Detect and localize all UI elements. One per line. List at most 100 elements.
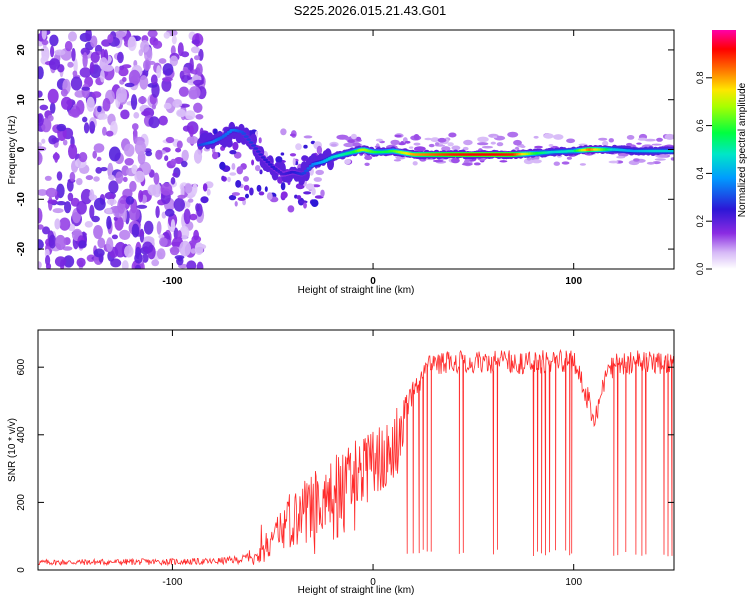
y-tick-label: 600 [16, 358, 27, 375]
noise-blob [499, 160, 508, 163]
noise-blob [82, 116, 88, 123]
noise-blob [106, 198, 117, 206]
noise-blob [62, 246, 73, 251]
noise-blob [189, 213, 198, 221]
noise-blob [80, 188, 93, 205]
x-tick-label: 0 [370, 577, 376, 588]
noise-blob [473, 162, 481, 166]
noise-blob [404, 140, 411, 144]
noise-blob [38, 146, 47, 152]
noise-blob [256, 184, 262, 192]
noise-blob [158, 115, 168, 126]
noise-blob [156, 248, 166, 260]
noise-blob [280, 191, 288, 199]
figure-title: S225.2026.015.21.43.G01 [294, 3, 447, 18]
noise-blob [183, 208, 191, 225]
noise-blob [234, 201, 238, 207]
noise-blob [140, 40, 150, 53]
noise-blob [608, 138, 614, 143]
noise-blob [106, 237, 114, 252]
noise-blob [96, 156, 102, 162]
noise-blob [38, 66, 44, 80]
noise-blob [243, 176, 249, 182]
noise-blob [626, 135, 635, 140]
noise-blob [237, 197, 246, 201]
noise-blob [408, 146, 414, 149]
noise-blob [89, 61, 95, 74]
noise-blob [637, 137, 648, 141]
y-tick-label: 0 [16, 567, 27, 573]
noise-blob [496, 142, 504, 147]
noise-blob [80, 47, 91, 56]
noise-blob [78, 152, 88, 163]
noise-blob [158, 58, 167, 64]
noise-blob [566, 156, 573, 160]
noise-blob [44, 175, 52, 181]
noise-blob [92, 150, 97, 159]
noise-blob [99, 57, 108, 71]
noise-blob [195, 203, 200, 212]
noise-blob [347, 139, 355, 143]
ridge-core [301, 171, 307, 175]
snr-series-line [38, 348, 674, 567]
noise-blob [111, 234, 118, 240]
noise-blob [490, 141, 496, 145]
noise-blob [120, 109, 130, 120]
noise-blob [194, 242, 204, 256]
noise-blob [85, 30, 92, 42]
noise-blob [124, 158, 134, 166]
noise-blob [69, 171, 76, 182]
noise-blob [124, 82, 135, 88]
snr-x-ticks: -100 0 100 [162, 330, 582, 588]
noise-blob [258, 191, 265, 196]
ridge-core [241, 132, 247, 135]
noise-blob [124, 245, 134, 258]
noise-blob [287, 205, 295, 213]
noise-blob [533, 135, 539, 139]
noise-blob [64, 40, 73, 52]
noise-blob [196, 63, 203, 76]
ridge-core [253, 147, 259, 150]
noise-blob [183, 69, 191, 76]
noise-blob [90, 35, 98, 48]
noise-blob [355, 136, 362, 141]
noise-blob [311, 187, 316, 196]
noise-blob [45, 262, 52, 269]
spectrogram-x-axis-label: Height of straight line (km) [298, 285, 415, 296]
noise-blob [448, 132, 457, 138]
noise-blob [451, 145, 461, 151]
noise-blob [70, 76, 83, 91]
noise-blob [179, 225, 190, 240]
snr-x-axis-label: Height of straight line (km) [298, 585, 415, 596]
snr-line [38, 348, 674, 567]
noise-blob [153, 172, 160, 185]
spectrogram-ridge [197, 121, 674, 186]
noise-blob [189, 125, 194, 137]
noise-blob [141, 110, 151, 116]
noise-blob [191, 39, 200, 45]
noise-blob [76, 257, 86, 268]
noise-blob [47, 199, 58, 205]
noise-blob [139, 75, 149, 90]
colorbar-ticks: 0.0 0.2 0.4 0.6 0.8 [695, 72, 712, 275]
noise-blob [266, 192, 273, 201]
noise-blob [89, 121, 96, 134]
noise-blob [49, 102, 56, 114]
noise-blob [93, 176, 100, 182]
noise-blob [464, 159, 469, 164]
noise-blob [301, 155, 308, 160]
noise-blob [110, 258, 122, 268]
noise-blob [670, 157, 674, 161]
noise-blob [145, 150, 153, 157]
noise-blob [414, 146, 426, 152]
x-tick-label: 0 [370, 276, 376, 287]
noise-blob [202, 183, 208, 192]
noise-blob [196, 261, 204, 269]
noise-blob [62, 139, 68, 146]
noise-blob [364, 162, 370, 166]
noise-blob [184, 183, 193, 194]
noise-blob [86, 96, 95, 112]
noise-blob [114, 65, 120, 73]
ridge-core [258, 153, 264, 156]
